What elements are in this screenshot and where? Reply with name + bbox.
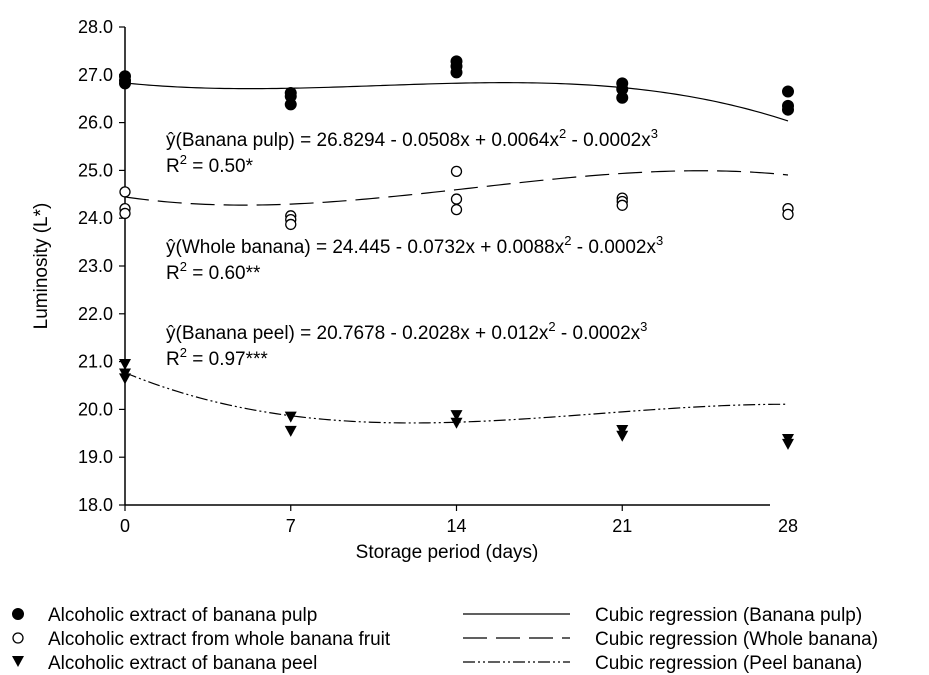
x-tick-label: 21 <box>612 516 632 536</box>
y-tick-label: 26.0 <box>78 113 113 133</box>
data-point-series-3 <box>119 358 131 370</box>
y-tick-label: 22.0 <box>78 304 113 324</box>
x-tick-label: 14 <box>446 516 466 536</box>
y-ticks: 18.0 19.0 20.0 21.0 22.0 23.0 24.0 25.0 26.0 27.0… <box>78 17 125 515</box>
y-tick-label: 18.0 <box>78 495 113 515</box>
data-point-series-2 <box>285 218 297 231</box>
data-point-series-3 <box>782 438 794 450</box>
legend-label-regression-whole: Cubic regression (Whole banana) <box>595 629 878 650</box>
data-point-series-1 <box>284 98 297 111</box>
data-point-series-2 <box>119 207 131 220</box>
data-point-series-2 <box>782 208 794 221</box>
equation-whole-banana: ŷ(Whole banana) = 24.445 - 0.0732x + 0.0… <box>166 233 663 258</box>
x-tick-label: 0 <box>120 516 130 536</box>
regression-curve-1 <box>124 82 789 122</box>
y-axis-title: Luminosity (L*) <box>31 203 52 330</box>
regression-curve-2 <box>124 170 789 206</box>
legend-marker-banana-pulp <box>12 608 24 620</box>
r2-whole-banana: R2 = 0.60** <box>166 259 261 284</box>
data-point-series-1 <box>119 77 131 90</box>
equation-banana-peel: ŷ(Banana peel) = 20.7678 - 0.2028x + 0.0… <box>166 319 647 344</box>
data-point-series-1 <box>782 103 794 116</box>
y-tick-label: 19.0 <box>78 447 113 467</box>
data-point-series-3 <box>616 424 629 436</box>
regression-curve-3 <box>124 372 789 424</box>
data-point-series-1 <box>782 85 794 98</box>
data-point-series-3 <box>119 373 131 385</box>
equation-banana-pulp: ŷ(Banana pulp) = 26.8294 - 0.0508x + 0.0… <box>166 126 658 151</box>
data-point-series-3 <box>450 417 463 429</box>
data-point-series-3 <box>284 425 297 437</box>
axes: Luminosity (L*) Storage period (days) <box>31 27 770 563</box>
r2-banana-pulp: R2 = 0.50* <box>166 152 254 177</box>
legend-marker-whole-banana <box>12 632 24 644</box>
data-point-series-1 <box>450 66 463 79</box>
data-point-series-1 <box>616 91 629 104</box>
y-tick-label: 23.0 <box>78 256 113 276</box>
legend-label-regression-peel: Cubic regression (Peel banana) <box>595 653 862 674</box>
y-tick-label: 25.0 <box>78 160 113 180</box>
x-ticks: 0 7 14 21 28 <box>120 505 798 536</box>
data-point-series-2 <box>119 186 131 198</box>
regression-equations: ŷ(Banana pulp) = 26.8294 - 0.0508x + 0.0… <box>166 126 663 370</box>
data-point-series-2 <box>450 165 463 178</box>
legend-label-banana-peel: Alcoholic extract of banana peel <box>48 653 317 674</box>
y-tick-label: 24.0 <box>78 208 113 228</box>
x-axis-title: Storage period (days) <box>356 542 539 563</box>
data-point-series-3 <box>616 430 629 442</box>
data-point-series-3 <box>284 411 297 423</box>
legend-label-banana-pulp: Alcoholic extract of banana pulp <box>48 605 317 626</box>
legend-marker-banana-peel <box>12 656 24 667</box>
data-point-series-3 <box>450 410 463 422</box>
x-tick-label: 28 <box>778 516 798 536</box>
y-tick-label: 28.0 <box>78 17 113 37</box>
x-tick-label: 7 <box>286 516 296 536</box>
data-point-series-2 <box>450 203 463 216</box>
y-tick-label: 21.0 <box>78 352 113 372</box>
legend: Alcoholic extract of banana pulp Alcohol… <box>12 605 878 674</box>
legend-label-regression-pulp: Cubic regression (Banana pulp) <box>595 605 862 626</box>
r2-banana-peel: R2 = 0.97*** <box>166 345 268 370</box>
y-tick-label: 27.0 <box>78 65 113 85</box>
data-point-series-2 <box>450 193 463 205</box>
legend-label-whole-banana: Alcoholic extract from whole banana frui… <box>48 629 391 650</box>
data-point-series-2 <box>616 199 628 211</box>
data-points <box>119 55 794 450</box>
regression-curves <box>124 82 789 424</box>
y-tick-label: 20.0 <box>78 399 113 419</box>
